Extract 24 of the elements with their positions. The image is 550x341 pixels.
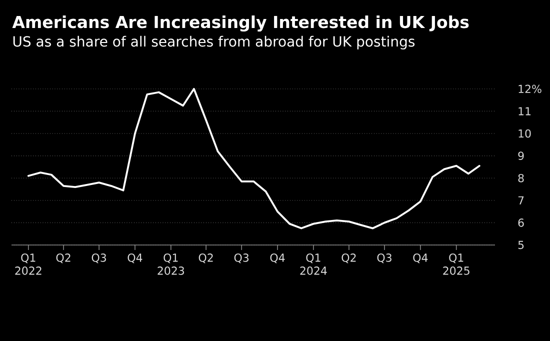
- x-tick-label: Q2: [342, 254, 356, 264]
- y-tick-label: 6: [518, 218, 524, 227]
- y-tick-label: 8: [518, 174, 524, 182]
- x-tick-label: Q3: [377, 254, 392, 264]
- x-tick-label: Q4: [270, 254, 285, 264]
- line-series: [27, 88, 480, 230]
- x-tick-label: Q4: [413, 254, 428, 264]
- x-tick-label: Q1 2025: [443, 254, 470, 275]
- chart-subtitle: US as a share of all searches from abroad for UK postings: [13, 36, 415, 50]
- y-tick-label: 12%: [518, 84, 542, 94]
- x-tick-label: Q2: [198, 254, 213, 264]
- y-tick-label: 9: [518, 152, 524, 160]
- chart-title: Americans Are Increasingly Interested in UK Jobs: [12, 15, 469, 32]
- y-tick-label: 5: [518, 240, 524, 250]
- y-tick-label: 11: [518, 107, 531, 116]
- x-tick-label: Q3: [234, 254, 249, 264]
- y-tick-label: 7: [518, 196, 524, 204]
- y-tick-label: 10: [518, 129, 531, 138]
- x-tick-label: Q1 2023: [158, 254, 184, 275]
- x-tick-label: Q3: [92, 254, 106, 264]
- x-tick-label: Q1 2022: [15, 254, 42, 275]
- x-tick-label: Q2: [56, 254, 70, 264]
- x-tick-label: Q4: [128, 254, 142, 264]
- x-tick-label: Q1 2024: [300, 254, 327, 275]
